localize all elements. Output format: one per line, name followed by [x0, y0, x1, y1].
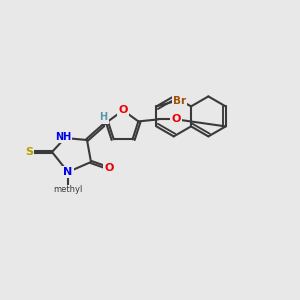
- Text: O: O: [118, 105, 128, 115]
- Text: methyl: methyl: [52, 185, 85, 194]
- Text: O: O: [172, 114, 181, 124]
- Text: NH: NH: [55, 132, 71, 142]
- Text: methyl: methyl: [53, 185, 83, 194]
- Text: S: S: [25, 147, 33, 157]
- Text: H: H: [99, 112, 107, 122]
- Text: Br: Br: [173, 96, 186, 106]
- Text: O: O: [104, 163, 114, 173]
- Text: N: N: [63, 167, 73, 177]
